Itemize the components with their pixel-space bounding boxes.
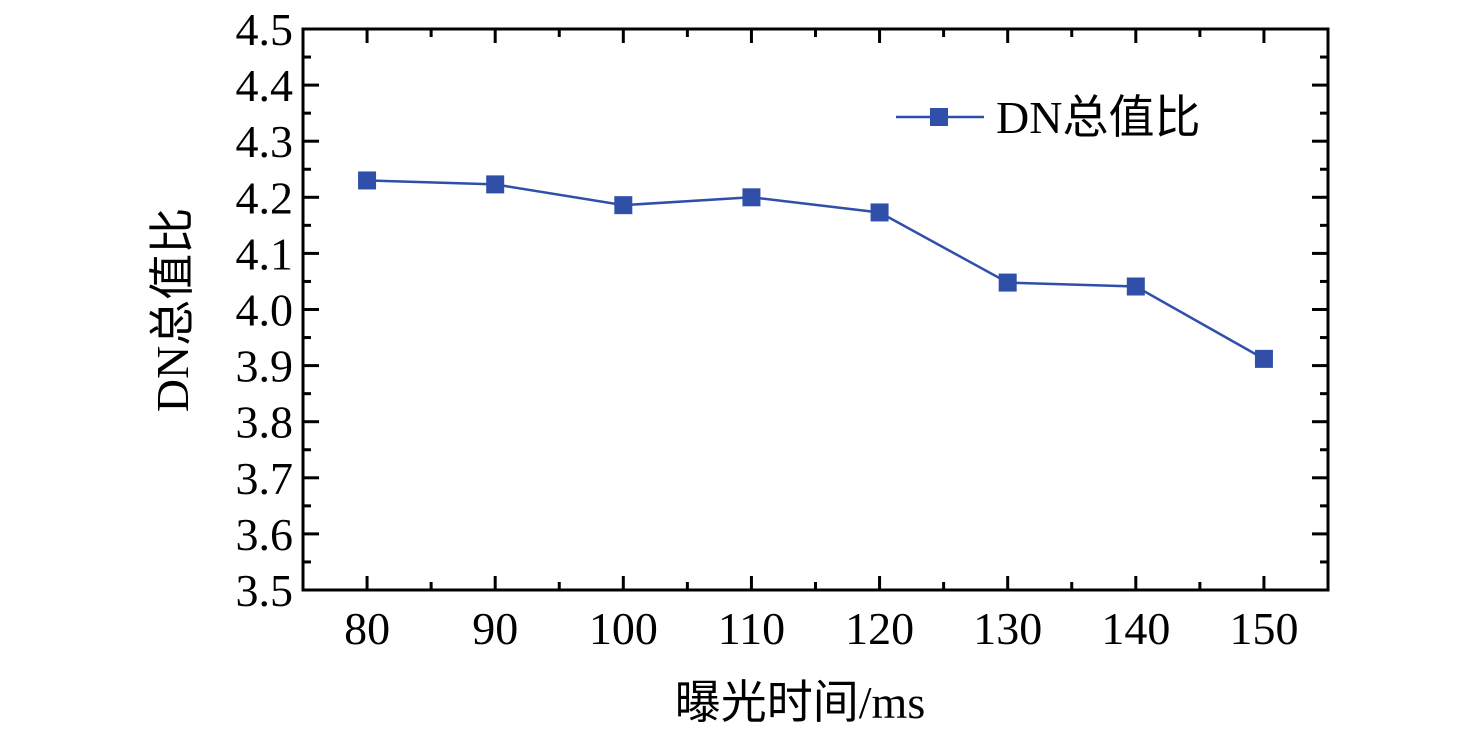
x-tick-label: 110 xyxy=(718,603,785,654)
y-tick-label: 4.4 xyxy=(236,60,294,111)
series-marks xyxy=(358,171,1273,368)
y-tick-label: 3.5 xyxy=(236,565,294,616)
y-tick-label: 4.1 xyxy=(236,228,294,279)
x-axis-label: 曝光时间/ms xyxy=(675,677,925,728)
y-tick-label: 4.3 xyxy=(236,116,294,167)
x-tick-label: 150 xyxy=(1229,603,1298,654)
data-point xyxy=(742,188,761,207)
y-tick-label: 3.8 xyxy=(236,397,294,448)
data-point xyxy=(1254,349,1273,368)
x-tick-label: 140 xyxy=(1101,603,1170,654)
y-tick-label: 4.2 xyxy=(236,172,294,223)
y-tick-label: 3.9 xyxy=(236,341,294,392)
data-point xyxy=(1126,277,1145,296)
series-line xyxy=(367,179,1265,360)
data-point xyxy=(486,175,505,194)
data-point xyxy=(998,273,1017,292)
legend: DN总值比 xyxy=(896,92,1200,143)
x-tick-label: 130 xyxy=(973,603,1042,654)
legend-marker xyxy=(930,108,948,126)
x-tick-label: 90 xyxy=(472,603,518,654)
y-tick-label: 3.6 xyxy=(236,509,294,560)
y-tick-label: 4.0 xyxy=(236,285,294,336)
y-tick-label: 4.5 xyxy=(236,4,294,55)
x-tick-label: 100 xyxy=(589,603,658,654)
data-point xyxy=(614,196,633,215)
x-tick-label: 120 xyxy=(845,603,914,654)
x-tick-label: 80 xyxy=(344,603,390,654)
data-point xyxy=(870,203,889,222)
y-axis-label: DN总值比 xyxy=(147,208,198,412)
y-tick-label: 3.7 xyxy=(236,453,294,504)
axes: 80 90 100 110 120 130 140 150 3.53.63.73.83.94.0… xyxy=(236,4,1330,654)
data-point xyxy=(358,171,377,190)
legend-label: DN总值比 xyxy=(996,92,1200,143)
